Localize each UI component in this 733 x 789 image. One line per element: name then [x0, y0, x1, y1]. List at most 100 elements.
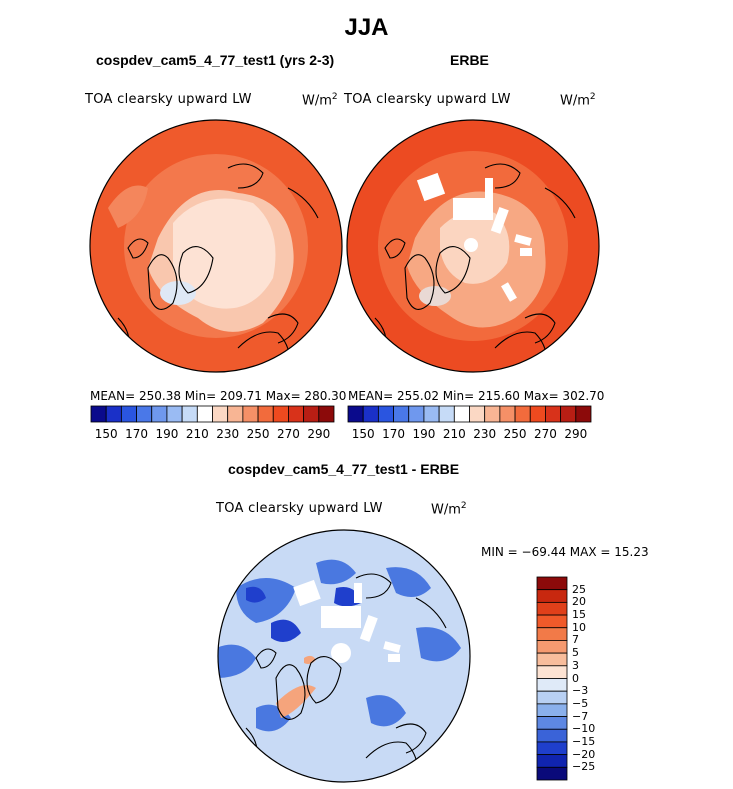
- left-colorbar-swatch: [212, 405, 229, 423]
- diff-colorbar-swatch: [536, 678, 568, 692]
- right-colorbar-swatch: [423, 405, 440, 423]
- diff-map-border: [217, 529, 471, 783]
- left-colorbar-swatch: [105, 405, 122, 423]
- diff-colorbar-swatch: [536, 640, 568, 654]
- right-colorbar-tick-label: 230: [473, 427, 497, 441]
- right-colorbar: [347, 405, 592, 423]
- right-map-greenland-low: [419, 286, 451, 306]
- left-polar-map: [89, 119, 343, 373]
- diff-colorbar-swatch: [536, 766, 568, 781]
- right-map-border: [346, 119, 600, 373]
- right-colorbar-swatch: [575, 405, 592, 423]
- left-units-label: W/m2: [302, 92, 338, 109]
- diff-colorbar-tick-label: 3: [572, 658, 579, 672]
- diff-map-negative-patches: [218, 559, 461, 732]
- diff-colorbar-ticks: 25 20 15 10 7 5 3 0 −3 −5 −7 −10 −15 −20 −25: [572, 577, 612, 780]
- left-colorbar-swatch: [242, 405, 259, 423]
- right-colorbar-swatch: [362, 405, 379, 423]
- left-colorbar-tick-label: 210: [185, 427, 209, 441]
- diff-colorbar-swatch: [536, 652, 568, 667]
- right-polar-map: [346, 119, 600, 373]
- diff-colorbar-tick-label: 25: [572, 582, 586, 596]
- diff-colorbar-swatch: [536, 627, 568, 641]
- diff-units-label: W/m2: [431, 501, 467, 518]
- left-colorbar-swatch: [120, 405, 137, 423]
- diff-colorbar-swatch: [536, 690, 568, 705]
- diff-colorbar-swatch: [536, 741, 568, 756]
- right-colorbar-swatch: [408, 405, 425, 423]
- diff-colorbar-tick-label: 5: [572, 646, 579, 660]
- right-colorbar-swatch: [453, 405, 470, 423]
- diff-variable-label: TOA clearsky upward LW: [216, 501, 383, 516]
- right-panel-title: ERBE: [450, 52, 489, 68]
- left-colorbar-swatch: [196, 405, 213, 423]
- diff-colorbar-tick-label: −20: [572, 747, 596, 761]
- diff-map-strong-negative: [246, 586, 361, 642]
- right-colorbar-swatch: [514, 405, 531, 423]
- right-units-label: W/m2: [560, 92, 596, 109]
- figure-title: JJA: [344, 14, 389, 41]
- left-colorbar-swatch: [303, 405, 320, 423]
- diff-colorbar-swatch: [536, 601, 568, 616]
- diff-colorbar-swatch: [536, 703, 568, 717]
- diff-colorbar-swatch: [536, 576, 568, 591]
- left-colorbar-swatch: [151, 405, 168, 423]
- left-colorbar: [90, 405, 335, 423]
- diff-map-missing-data: [293, 579, 401, 663]
- diff-colorbar-tick-label: −10: [572, 722, 596, 736]
- left-colorbar-tick-label: 250: [246, 427, 270, 441]
- left-colorbar-ticks: 150 170 190 210 230 250 270 290: [91, 427, 334, 443]
- left-stats: MEAN= 250.38 Min= 209.71 Max= 280.30: [90, 389, 347, 403]
- right-colorbar-swatch: [499, 405, 516, 423]
- right-colorbar-tick-label: 210: [442, 427, 466, 441]
- right-colorbar-swatch: [560, 405, 577, 423]
- right-colorbar-ticks: 150 170 190 210 230 250 270 290: [348, 427, 591, 443]
- diff-colorbar-swatch: [536, 728, 568, 743]
- left-colorbar-swatch: [181, 405, 198, 423]
- left-colorbar-swatch: [90, 405, 107, 423]
- right-coastlines: [374, 163, 576, 369]
- right-colorbar-tick-label: 250: [503, 427, 527, 441]
- left-map-border: [89, 119, 343, 373]
- left-colorbar-swatch: [136, 405, 153, 423]
- diff-colorbar-swatch: [536, 754, 568, 768]
- diff-colorbar-tick-label: −25: [572, 760, 596, 774]
- diff-map-positive-patches: [276, 655, 316, 718]
- right-colorbar-swatch: [484, 405, 501, 423]
- right-colorbar-tick-label: 270: [533, 427, 557, 441]
- left-colorbar-tick-label: 190: [155, 427, 179, 441]
- diff-colorbar: [536, 576, 568, 781]
- diff-panel-title: cospdev_cam5_4_77_test1 - ERBE: [228, 461, 460, 477]
- diff-colorbar-swatch: [536, 589, 568, 603]
- right-variable-label: TOA clearsky upward LW: [344, 92, 511, 107]
- left-colorbar-swatch: [227, 405, 244, 423]
- left-colorbar-tick-label: 170: [125, 427, 149, 441]
- right-colorbar-swatch: [347, 405, 364, 423]
- right-stats: MEAN= 255.02 Min= 215.60 Max= 302.70: [348, 389, 605, 403]
- left-map-warm-patch: [108, 185, 148, 228]
- right-colorbar-tick-label: 170: [382, 427, 406, 441]
- right-colorbar-swatch: [377, 405, 394, 423]
- right-colorbar-tick-label: 150: [351, 427, 375, 441]
- right-colorbar-swatch: [438, 405, 455, 423]
- left-colorbar-tick-label: 270: [276, 427, 300, 441]
- left-colorbar-tick-label: 230: [216, 427, 240, 441]
- diff-polar-map: [217, 529, 471, 783]
- diff-colorbar-tick-label: 0: [572, 671, 579, 685]
- diff-colorbar-tick-label: −5: [572, 696, 589, 710]
- right-map-missing-data: [416, 172, 532, 302]
- left-panel-title: cospdev_cam5_4_77_test1 (yrs 2-3): [96, 52, 335, 68]
- left-colorbar-swatch: [288, 405, 305, 423]
- left-map-core-region: [173, 198, 276, 309]
- left-colorbar-swatch: [166, 405, 183, 423]
- diff-stats: MIN = −69.44 MAX = 15.23: [481, 545, 649, 559]
- right-colorbar-tick-label: 290: [564, 427, 588, 441]
- left-colorbar-tick-label: 150: [94, 427, 118, 441]
- diff-colorbar-tick-label: 10: [572, 620, 586, 634]
- left-colorbar-swatch: [257, 405, 274, 423]
- diff-colorbar-tick-label: 7: [572, 633, 579, 647]
- diff-colorbar-swatch: [536, 716, 568, 730]
- diff-colorbar-swatch: [536, 614, 568, 629]
- left-map-greenland-low: [160, 281, 196, 305]
- right-colorbar-tick-label: 190: [412, 427, 436, 441]
